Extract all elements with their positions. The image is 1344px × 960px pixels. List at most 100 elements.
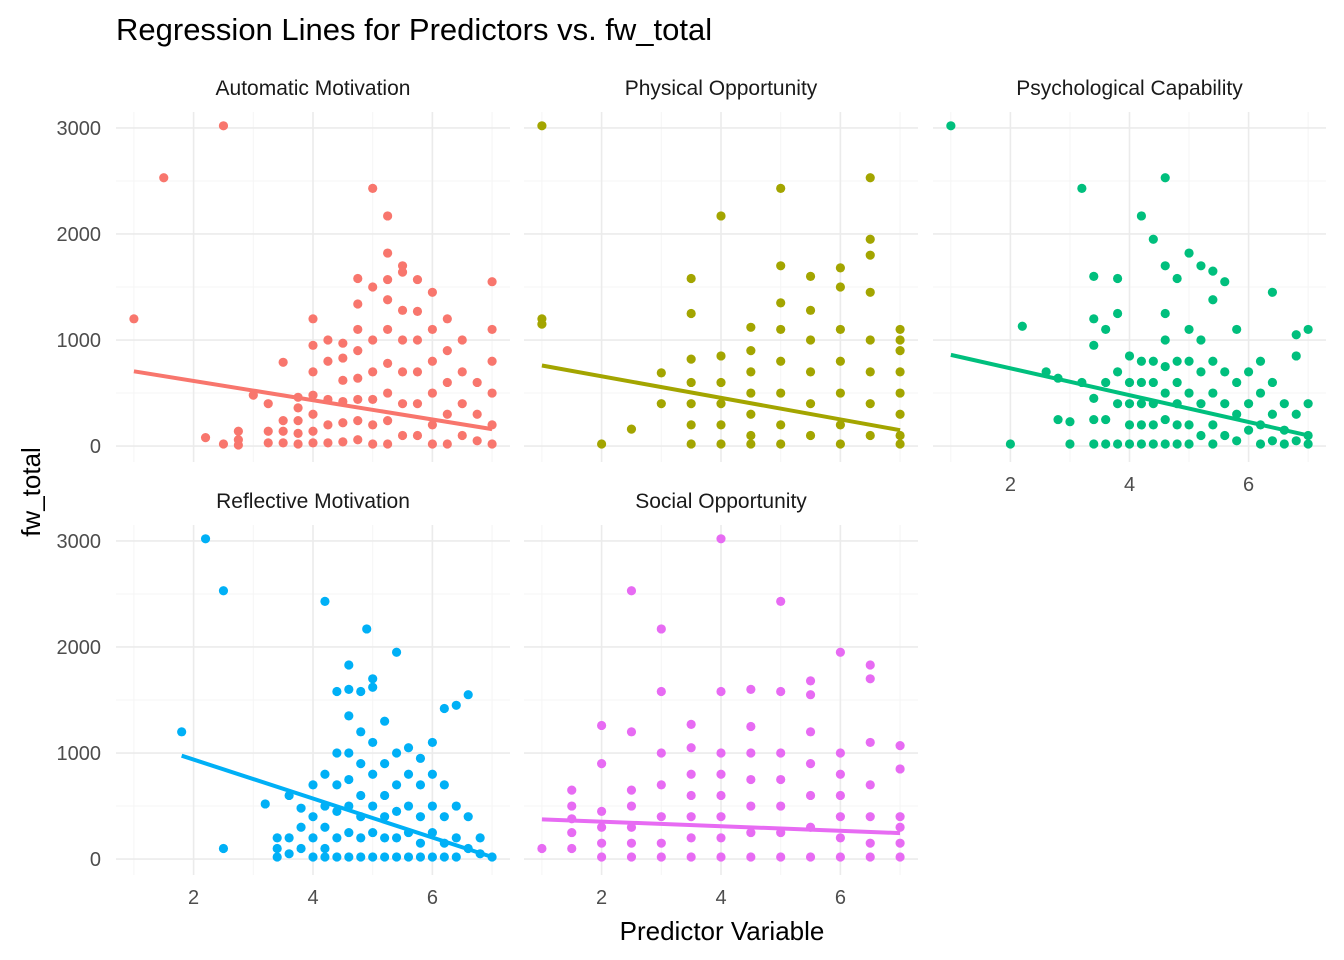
data-point — [356, 790, 366, 801]
data-point — [1124, 439, 1135, 449]
data-point — [1089, 314, 1099, 324]
data-point — [487, 356, 497, 366]
data-point — [1148, 420, 1158, 430]
data-point — [776, 356, 786, 366]
data-point — [656, 748, 666, 758]
data-point — [656, 812, 666, 822]
data-point — [380, 833, 390, 843]
data-point — [383, 211, 393, 221]
data-point — [356, 833, 366, 843]
data-point — [865, 335, 875, 345]
data-point — [1243, 425, 1254, 435]
panel-title: Psychological Capability — [1016, 77, 1243, 100]
data-point — [716, 351, 726, 361]
data-point — [656, 838, 666, 848]
data-point — [263, 399, 273, 409]
data-point — [218, 439, 229, 449]
data-point — [442, 346, 452, 356]
data-point — [383, 439, 393, 449]
data-point — [686, 273, 696, 284]
data-point — [412, 430, 423, 441]
data-point — [1053, 414, 1063, 425]
data-point — [383, 358, 393, 368]
data-point — [368, 394, 378, 405]
data-point — [716, 686, 726, 697]
data-point — [805, 759, 816, 769]
data-point — [835, 439, 845, 449]
data-point — [457, 367, 467, 377]
data-point — [415, 838, 426, 848]
data-point — [308, 409, 318, 419]
data-point — [895, 367, 905, 377]
data-point — [865, 234, 875, 244]
data-point — [218, 586, 229, 596]
data-point — [439, 703, 449, 714]
data-point — [380, 852, 390, 862]
data-point — [1148, 356, 1158, 366]
data-point — [427, 388, 437, 398]
data-point — [567, 801, 577, 811]
data-point — [397, 335, 408, 345]
data-point — [397, 399, 408, 409]
data-point — [415, 780, 426, 790]
data-point — [391, 833, 402, 843]
data-point — [895, 764, 905, 774]
data-point — [1220, 367, 1230, 377]
data-point — [686, 790, 696, 801]
data-point — [835, 748, 845, 758]
data-point — [487, 324, 497, 335]
data-point — [177, 727, 187, 737]
panel-title: Social Opportunity — [635, 490, 807, 513]
data-point — [323, 420, 333, 430]
data-point — [746, 388, 756, 398]
data-point — [383, 248, 393, 258]
y-axis-label: fw_total — [16, 447, 46, 537]
y-tick-label: 0 — [90, 849, 101, 871]
data-point — [415, 753, 426, 763]
data-point — [278, 357, 288, 367]
data-point — [451, 852, 461, 862]
data-point — [1101, 377, 1111, 388]
data-point — [412, 367, 423, 377]
data-point — [865, 367, 875, 377]
data-point — [353, 394, 363, 405]
data-point — [865, 173, 875, 183]
x-tick-label: 2 — [596, 887, 607, 909]
panel-title: Reflective Motivation — [216, 490, 410, 513]
data-point — [308, 812, 318, 822]
data-point — [1220, 399, 1230, 409]
data-point — [412, 399, 423, 409]
regression-line — [181, 753, 493, 859]
data-point — [805, 335, 816, 345]
data-point — [356, 686, 366, 697]
data-point — [159, 173, 169, 183]
chart-title: Regression Lines for Predictors vs. fw_t… — [116, 12, 712, 47]
data-point — [597, 439, 607, 449]
data-point — [805, 399, 816, 409]
data-point — [537, 121, 547, 131]
data-point — [1267, 377, 1278, 388]
panel-psychological-capability: Psychological Capability 2 4 6 — [933, 77, 1326, 496]
data-point — [835, 324, 845, 335]
data-point — [895, 852, 905, 862]
data-point — [356, 727, 366, 737]
data-point — [1220, 430, 1230, 441]
data-point — [805, 430, 816, 441]
data-point — [397, 267, 408, 277]
data-point — [1112, 308, 1123, 319]
data-point — [338, 353, 348, 363]
data-point — [293, 428, 303, 438]
data-point — [835, 790, 845, 801]
data-point — [1291, 436, 1301, 446]
data-point — [1160, 361, 1170, 372]
data-point — [457, 399, 467, 409]
x-tick-label: 6 — [835, 887, 846, 909]
data-point — [439, 852, 449, 862]
data-point — [1101, 324, 1111, 335]
data-point — [1136, 377, 1147, 388]
data-point — [895, 741, 905, 751]
data-point — [805, 676, 816, 686]
data-point — [1005, 439, 1016, 449]
data-point — [686, 399, 696, 409]
data-point — [776, 388, 786, 398]
